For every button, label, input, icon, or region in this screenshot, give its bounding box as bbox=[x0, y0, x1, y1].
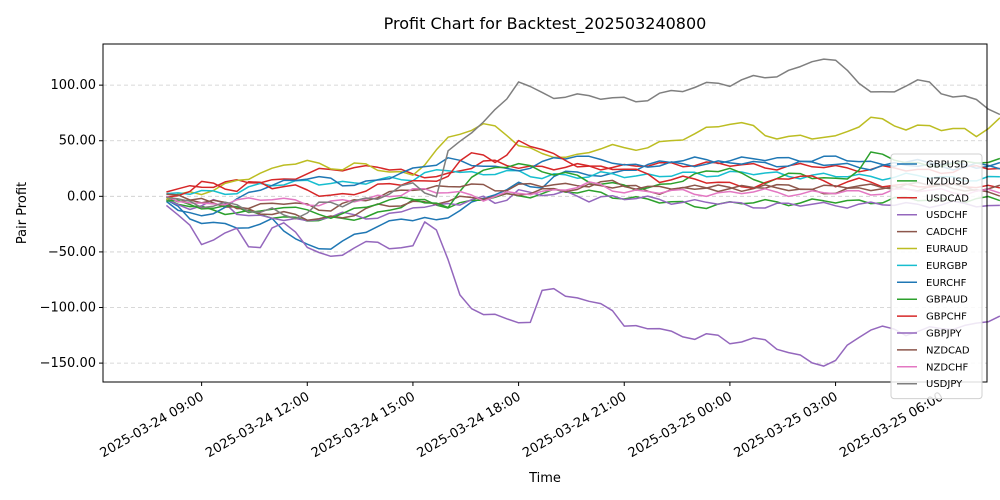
plot-frame bbox=[102, 43, 988, 383]
y-tick-label: −50.00 bbox=[48, 245, 96, 260]
x-tick-label: 2025-03-24 09:00 bbox=[98, 389, 207, 461]
x-axis-label: Time bbox=[528, 471, 561, 486]
series-line-usdchf bbox=[166, 188, 1000, 222]
series-layer bbox=[165, 58, 1000, 367]
legend-label: GBPAUD bbox=[926, 295, 968, 306]
legend-label: EURAUD bbox=[926, 244, 968, 255]
x-tick-label: 2025-03-25 06:00 bbox=[837, 389, 946, 461]
series-line-gbpchf bbox=[166, 139, 1000, 198]
y-axis-label: Pair Profit bbox=[15, 182, 30, 244]
legend: GBPUSD NZDUSD USDCAD USDCHF CADCHF EURAUD EURG… bbox=[890, 153, 983, 400]
x-tick-label: 2025-03-25 00:00 bbox=[626, 389, 735, 461]
series-line-cadchf bbox=[166, 183, 1000, 221]
x-tick-label: 2025-03-24 12:00 bbox=[203, 389, 312, 461]
legend-label: USDCHF bbox=[926, 210, 968, 221]
y-tick-label: 50.00 bbox=[59, 134, 96, 149]
legend-label: EURGBP bbox=[926, 261, 967, 272]
chart-title: Profit Chart for Backtest_202503240800 bbox=[384, 14, 707, 34]
legend-label: NZDCAD bbox=[926, 345, 970, 356]
legend-label: GBPUSD bbox=[926, 160, 968, 171]
legend-label: USDCAD bbox=[926, 193, 969, 204]
y-tick-label: −100.00 bbox=[40, 301, 96, 316]
y-tick-label: 0.00 bbox=[67, 189, 96, 204]
x-tick-label: 2025-03-24 21:00 bbox=[520, 389, 629, 461]
series-line-nzdchf bbox=[166, 181, 1000, 207]
series-line-usdjpy bbox=[166, 58, 1000, 220]
series-line-gbpaud bbox=[166, 151, 1000, 220]
legend-label: GBPJPY bbox=[926, 329, 962, 340]
legend-label: USDJPY bbox=[926, 379, 963, 390]
legend-label: EURCHF bbox=[926, 278, 967, 289]
y-tick-label: −150.00 bbox=[40, 356, 96, 371]
legend-label: GBPCHF bbox=[926, 312, 967, 323]
series-line-usdcad bbox=[166, 159, 1000, 193]
series-line-euraud bbox=[166, 116, 1000, 201]
series-line-eurgbp bbox=[166, 169, 1000, 196]
y-tick-layer: 100.00 50.00 0.00 −50.00 −100.00 −150.00 bbox=[40, 78, 103, 371]
y-tick-label: 100.00 bbox=[51, 78, 97, 93]
series-line-gbpjpy bbox=[165, 204, 1000, 367]
series-line-gbpusd bbox=[166, 155, 1000, 250]
legend-label: NZDUSD bbox=[926, 176, 970, 187]
x-tick-label: 2025-03-24 18:00 bbox=[415, 389, 524, 461]
x-tick-label: 2025-03-25 03:00 bbox=[732, 389, 841, 461]
legend-label: NZDCHF bbox=[926, 362, 969, 373]
grid-layer bbox=[103, 84, 987, 364]
legend-label: CADCHF bbox=[926, 227, 968, 238]
x-tick-label: 2025-03-24 15:00 bbox=[309, 389, 418, 461]
